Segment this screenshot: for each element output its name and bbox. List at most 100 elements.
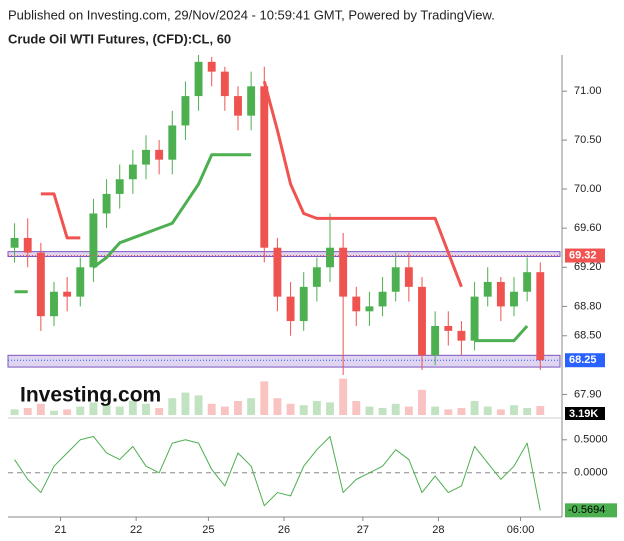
volume-bar <box>102 405 111 415</box>
candle-body <box>89 213 98 268</box>
volume-bar <box>418 389 426 415</box>
zone <box>7 251 561 258</box>
volume-bar <box>234 401 242 415</box>
candle-body <box>404 267 413 287</box>
candle-body <box>260 86 269 248</box>
x-tick-label: 25 <box>202 524 214 536</box>
volume-bar <box>220 406 229 415</box>
volume-bar <box>404 406 413 415</box>
osc-last-tag <box>565 503 617 518</box>
candle-body <box>181 96 190 126</box>
volume-bar <box>536 406 545 415</box>
price-tag-label: 68.25 <box>569 354 597 366</box>
osc-tick-label: 0.0000 <box>574 467 608 479</box>
x-tick-label: 06:00 <box>507 524 535 536</box>
candle-body <box>10 237 19 248</box>
volume-bar <box>339 378 348 415</box>
volume-bar <box>10 409 19 415</box>
candle-body <box>115 179 124 194</box>
price-tag-label: 69.32 <box>569 249 597 261</box>
candle-body <box>36 252 45 317</box>
header: Published on Investing.com, 29/Nov/2024 … <box>8 7 495 22</box>
volume-bar <box>128 401 137 415</box>
volume-bar <box>115 406 124 415</box>
candle-body <box>326 247 334 268</box>
x-tick-label: 26 <box>278 524 290 536</box>
logo: Investing.com <box>20 384 161 407</box>
volume-bar <box>523 408 532 415</box>
candle-body <box>142 149 150 165</box>
y-tick-label: 71.00 <box>574 85 602 97</box>
volume-bar <box>496 409 505 415</box>
volume-bar <box>352 401 361 415</box>
candle-body <box>418 286 426 356</box>
volume-tag <box>565 407 605 420</box>
volume-bar <box>76 406 85 415</box>
candle-body <box>470 296 479 341</box>
y-tick-label: 68.80 <box>574 300 602 312</box>
candle-body <box>207 61 216 72</box>
volume-bar <box>483 406 492 415</box>
volume-bar <box>260 381 269 415</box>
candle-body <box>220 71 229 97</box>
volume-bar <box>155 408 164 415</box>
candle-body <box>365 306 374 312</box>
osc-last-label: -0.5694 <box>568 504 605 516</box>
candle-body <box>523 272 532 292</box>
volume-bar <box>23 408 32 415</box>
volume-bar <box>431 406 440 415</box>
price-tag <box>565 248 605 263</box>
supertrend-up <box>14 153 529 343</box>
x-tick-label: 28 <box>432 524 444 536</box>
x-tick-label: 21 <box>54 524 66 536</box>
volume-bar <box>312 401 321 415</box>
candle-body <box>234 96 242 116</box>
candle-body <box>286 296 295 322</box>
candle-body <box>102 193 111 214</box>
candle-body <box>378 291 387 307</box>
x-tick-label: 27 <box>357 524 369 536</box>
zone <box>7 354 561 368</box>
volume-bar <box>89 402 98 415</box>
candle-body <box>273 247 282 297</box>
candle-body <box>431 325 440 356</box>
volume-bar <box>63 409 72 415</box>
y-tick-label: 68.50 <box>574 330 602 342</box>
candle-body <box>312 267 321 287</box>
volume-bar <box>168 398 177 415</box>
y-tick-label: 70.00 <box>574 183 602 195</box>
candle-body <box>63 291 72 297</box>
candle-body <box>299 286 308 322</box>
candle-body <box>155 149 164 160</box>
candle-body <box>23 237 32 253</box>
candle-body <box>128 164 137 180</box>
oscillator-line <box>14 435 541 511</box>
x-tick-label: 22 <box>130 524 142 536</box>
y-tick-label: 70.50 <box>574 134 602 146</box>
y-tick-label: 69.20 <box>574 261 602 273</box>
chart-title: Crude Oil WTI Futures, (CFD):CL, 60 <box>8 31 231 46</box>
volume-bar <box>470 401 479 415</box>
volume-bar <box>286 403 295 415</box>
volume-bar <box>457 408 466 415</box>
candle-body <box>444 325 453 331</box>
volume-bar <box>247 398 256 415</box>
volume-bar <box>207 403 216 415</box>
candle-body <box>510 291 518 307</box>
volume-bar <box>299 405 308 415</box>
candle-body <box>391 267 400 292</box>
volume-bar <box>142 403 150 415</box>
candle-body <box>536 272 545 361</box>
volume-bar <box>181 392 190 415</box>
candle-body <box>483 281 492 297</box>
candle-body <box>496 281 505 307</box>
volume-bar <box>391 403 400 415</box>
volume-bar <box>365 406 374 415</box>
volume-bar <box>50 410 58 415</box>
volume-bar <box>444 409 453 415</box>
volume-bar <box>378 408 387 415</box>
candle-body <box>168 125 177 160</box>
volume-bar <box>326 402 334 415</box>
candle-body <box>247 86 256 116</box>
